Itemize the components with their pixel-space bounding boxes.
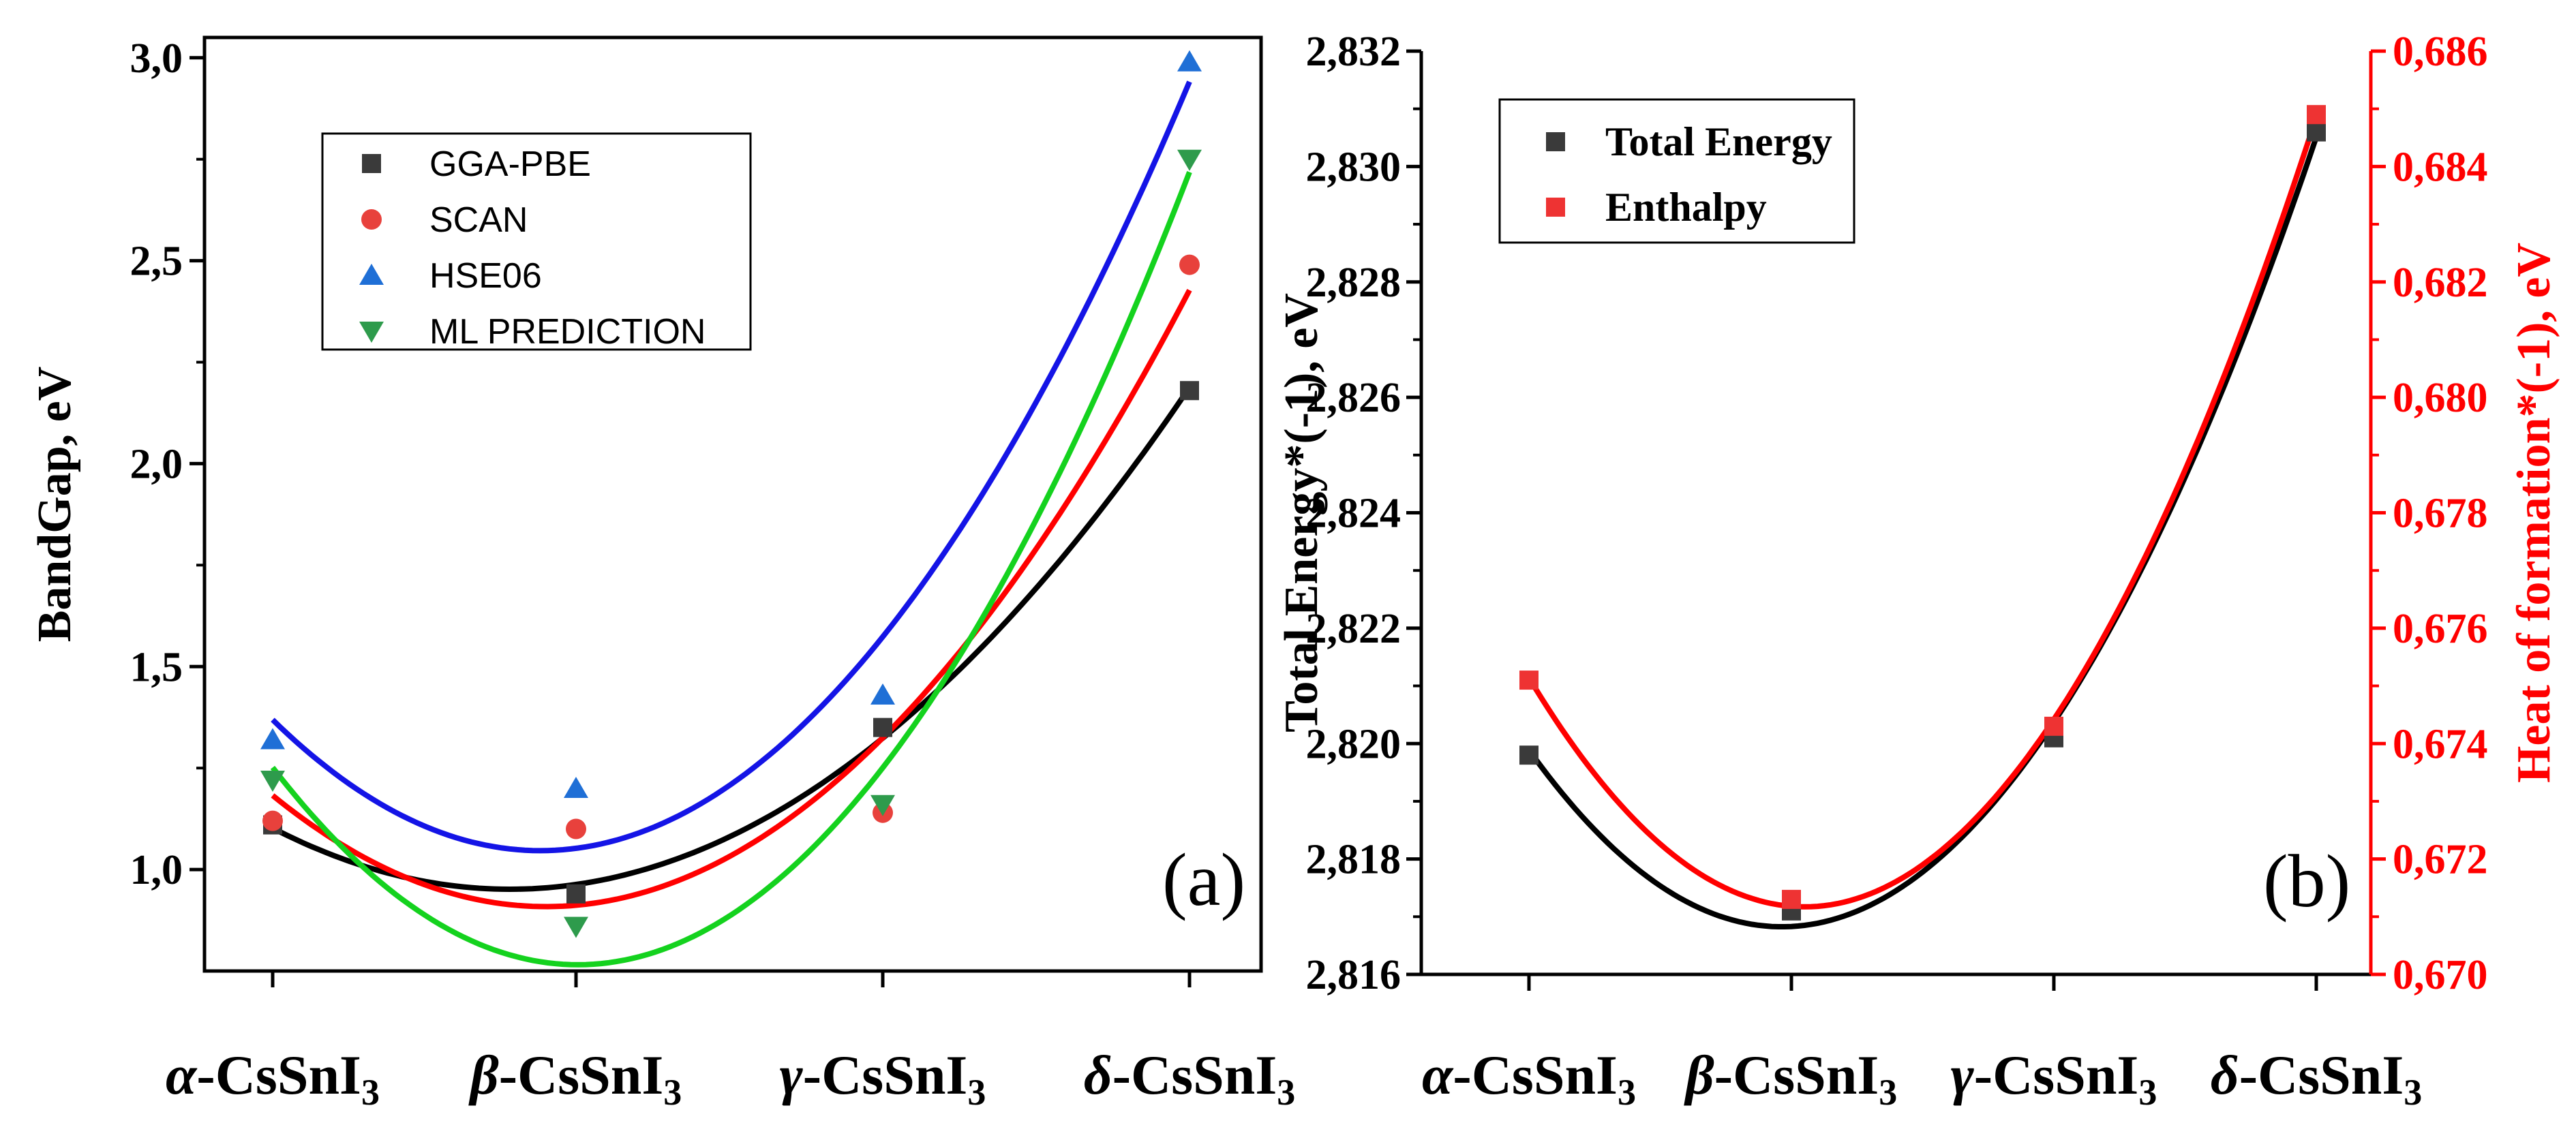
- legend-marker-scan: [361, 209, 382, 230]
- legend-marker-hse06: [359, 264, 384, 285]
- legend-label-gga-pbe: GGA-PBE: [429, 144, 591, 184]
- x-category-label: β-CsSnI3: [468, 1044, 682, 1113]
- legend-box: [1498, 98, 1855, 244]
- fit-curve-scan: [271, 288, 1192, 910]
- right-tick-label: 0,678: [2393, 491, 2488, 537]
- legend-box: [321, 132, 752, 351]
- y-axis-title: BandGap, eV: [29, 367, 81, 643]
- point-gga-pbe: [566, 884, 586, 904]
- legend-label-hse06: HSE06: [429, 256, 542, 296]
- left-tick-label: 2,826: [1306, 375, 1401, 421]
- point-hse06: [870, 683, 895, 705]
- left-tick-label: 2,824: [1306, 491, 1401, 537]
- point-total-energy: [1519, 745, 1539, 765]
- left-tick-label: 2,828: [1306, 260, 1401, 306]
- point-ml-prediction: [1177, 149, 1202, 171]
- point-scan: [262, 810, 283, 831]
- left-tick-label: 2,816: [1306, 952, 1401, 998]
- y-tick-label: 1,0: [130, 847, 183, 893]
- panel-b-energy-chart: 2,816 2,818 2,820 2,822 2,824 2,826 2,828 2,830…: [1275, 29, 2560, 1113]
- point-scan: [1179, 254, 1200, 275]
- right-tick-label: 0,686: [2393, 29, 2488, 75]
- fit-curve-enthalpy: [1526, 116, 2319, 910]
- x-category-label: α-CsSnI3: [166, 1044, 380, 1113]
- right-tick-label: 0,674: [2393, 721, 2488, 767]
- panel-a-bandgap-chart: 1,0 1,5 2,0 2,5 3,0 BandGap, eV (a) GGA-PBE SCAN…: [29, 35, 1295, 1113]
- legend-marker-total-energy: [1546, 132, 1565, 151]
- x-category-label: δ-CsSnI3: [1084, 1044, 1296, 1113]
- right-axis-title: Heat of formation*(-1), eV: [2508, 243, 2560, 783]
- panel-label: (a): [1162, 838, 1245, 921]
- fit-curve-ml-prediction: [270, 171, 1192, 968]
- point-scan: [566, 818, 586, 839]
- right-tick-label: 0,670: [2393, 952, 2488, 998]
- fit-curve-hse06: [271, 80, 1192, 854]
- y-tick-label: 3,0: [130, 35, 183, 82]
- point-enthalpy: [1782, 889, 1801, 909]
- x-category-label: γ-CsSnI3: [780, 1044, 986, 1113]
- legend-label-total-energy: Total Energy: [1605, 119, 1832, 164]
- legend: Total Energy Enthalpy: [1498, 98, 1855, 244]
- right-tick-label: 0,684: [2393, 144, 2488, 190]
- point-hse06: [260, 728, 285, 750]
- x-category-label: α-CsSnI3: [1422, 1044, 1636, 1113]
- legend-label-ml-prediction: ML PREDICTION: [429, 312, 706, 352]
- left-axis-title: Total Energy*(-1), eV: [1275, 293, 1328, 733]
- y-tick-label: 2,5: [130, 238, 183, 285]
- point-hse06: [564, 776, 588, 798]
- point-enthalpy: [1519, 671, 1539, 690]
- point-gga-pbe: [1180, 381, 1199, 401]
- legend-marker-gga-pbe: [362, 154, 381, 173]
- point-ml-prediction: [564, 916, 588, 938]
- point-enthalpy: [2044, 716, 2063, 736]
- plot-frame: [202, 35, 1263, 973]
- point-enthalpy: [2307, 105, 2326, 125]
- point-gga-pbe: [873, 718, 892, 737]
- x-category-label: δ-CsSnI3: [2211, 1044, 2423, 1113]
- point-ml-prediction: [260, 771, 285, 792]
- legend-marker-enthalpy: [1546, 198, 1565, 217]
- y-tick-label: 2,0: [130, 441, 183, 487]
- legend-label-scan: SCAN: [429, 200, 528, 240]
- left-tick-label: 2,830: [1306, 144, 1401, 190]
- point-total-energy: [2307, 122, 2326, 142]
- legend-label-enthalpy: Enthalpy: [1605, 185, 1767, 230]
- panel-label: (b): [2263, 839, 2350, 923]
- legend: GGA-PBE SCAN HSE06 ML PREDICTION: [321, 132, 752, 352]
- left-tick-label: 2,818: [1306, 837, 1401, 883]
- y-tick-label: 1,5: [130, 644, 183, 690]
- x-category-label: γ-CsSnI3: [1951, 1044, 2157, 1113]
- legend-marker-ml-prediction: [359, 322, 384, 343]
- fit-curve-total-energy: [1526, 136, 2319, 929]
- right-tick-label: 0,680: [2393, 375, 2488, 421]
- point-ml-prediction: [870, 795, 895, 816]
- point-hse06: [1177, 50, 1202, 72]
- left-tick-label: 2,832: [1306, 29, 1401, 75]
- right-tick-label: 0,672: [2393, 837, 2488, 883]
- fit-curve-gga-pbe: [271, 386, 1192, 893]
- right-tick-label: 0,682: [2393, 260, 2488, 306]
- x-category-label: β-CsSnI3: [1684, 1044, 1898, 1113]
- right-tick-label: 0,676: [2393, 606, 2488, 652]
- left-tick-label: 2,822: [1306, 606, 1401, 652]
- left-tick-label: 2,820: [1306, 721, 1401, 767]
